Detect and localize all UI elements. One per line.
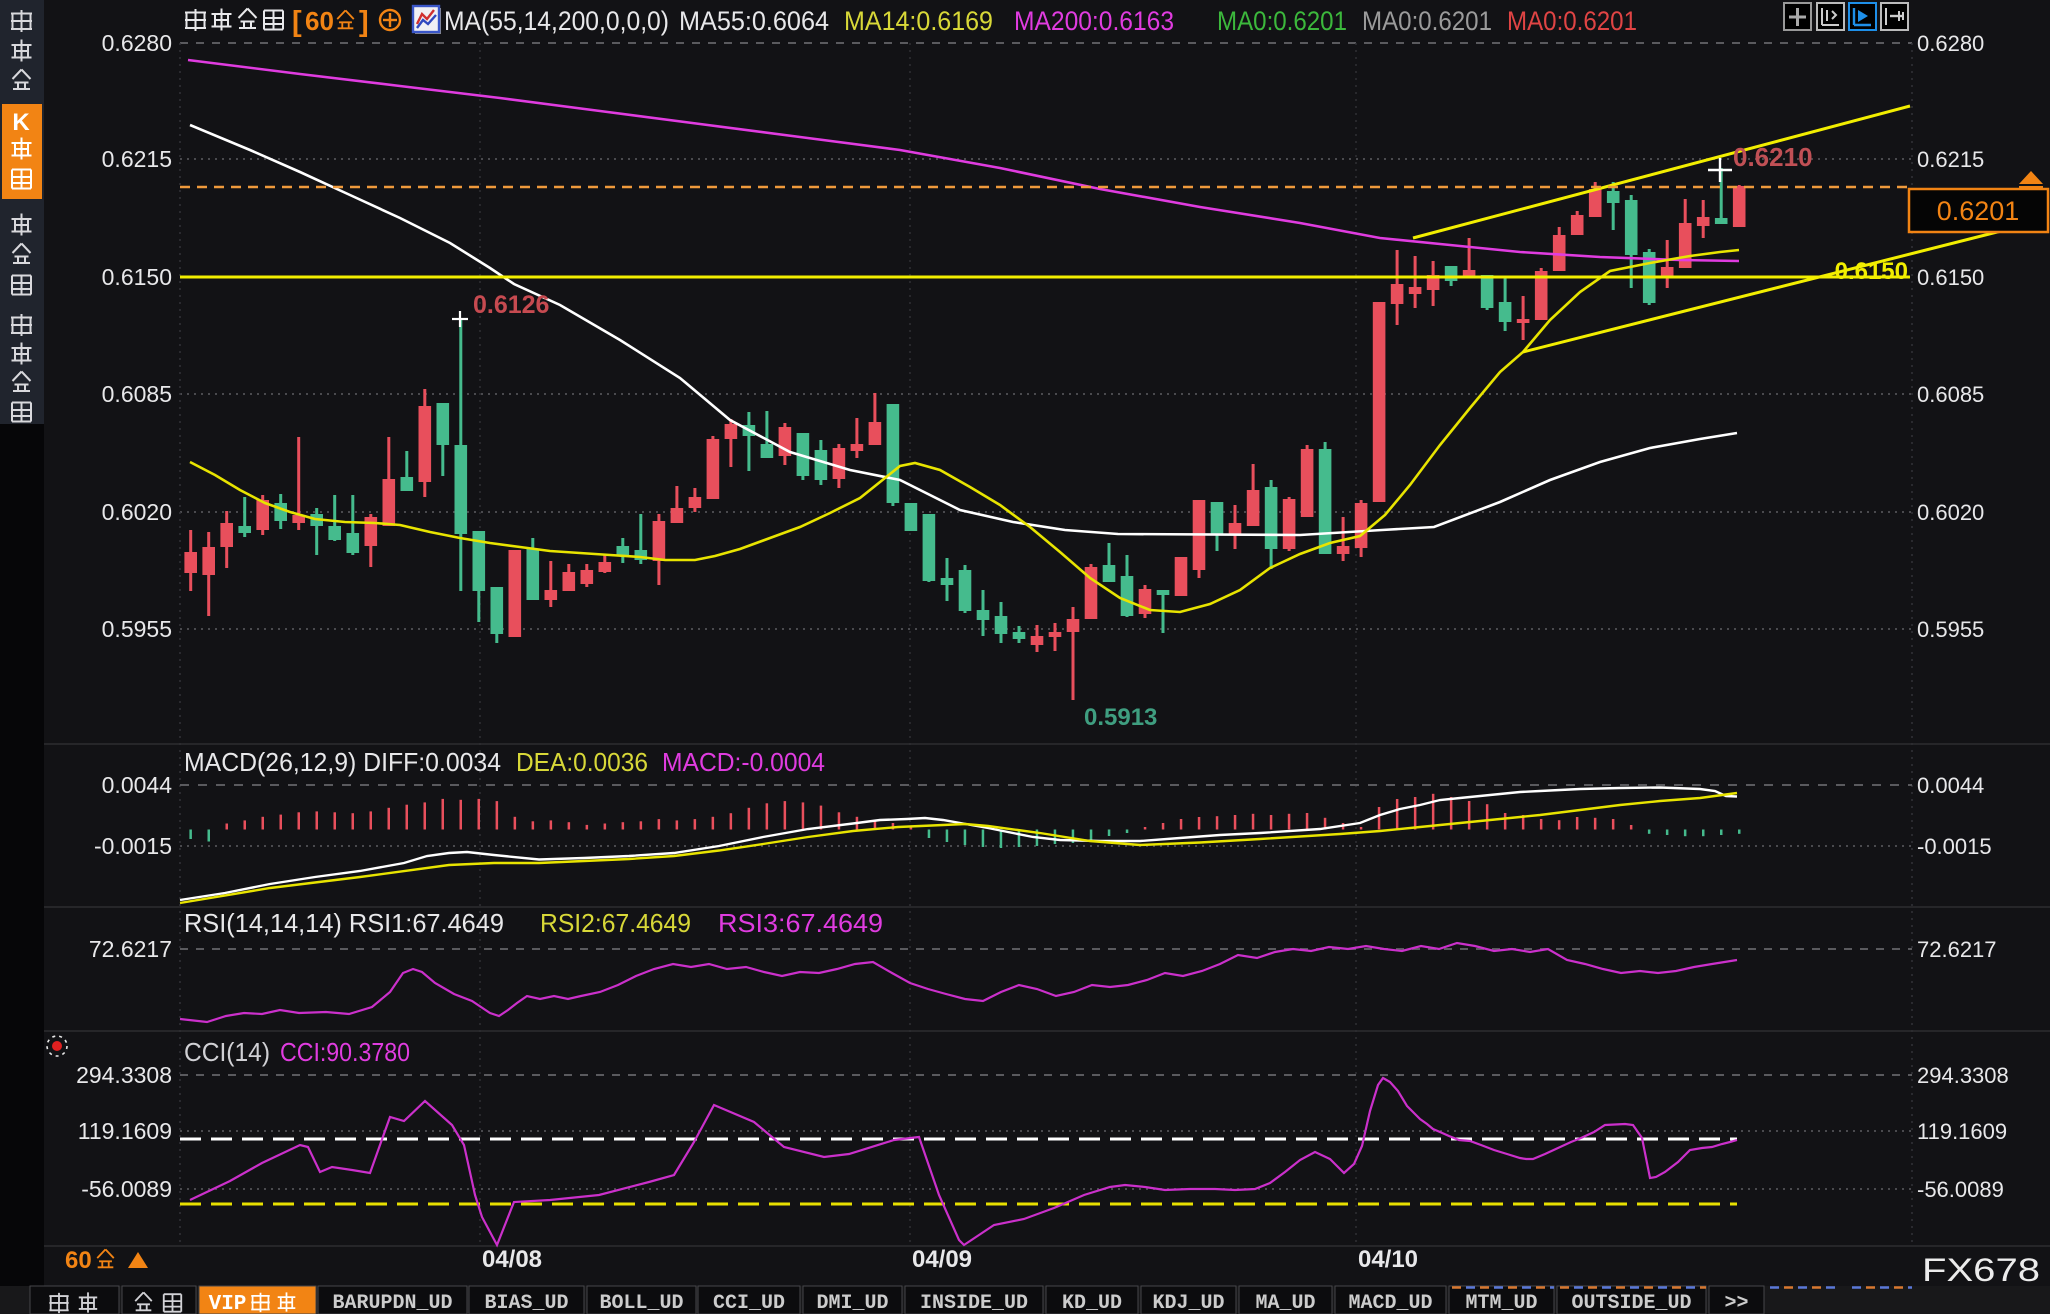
svg-text:0.6280: 0.6280	[1917, 31, 1984, 56]
svg-text:-56.0089: -56.0089	[81, 1176, 172, 1202]
svg-text:0.6215: 0.6215	[102, 146, 172, 172]
svg-text:60: 60	[305, 6, 334, 36]
svg-text:0.6201: 0.6201	[1937, 196, 2020, 226]
svg-text:DEA:0.0036: DEA:0.0036	[516, 747, 648, 777]
svg-text:0.6150: 0.6150	[1917, 265, 1984, 290]
svg-text:DMI_UD: DMI_UD	[816, 1292, 888, 1314]
svg-text:OUTSIDE_UD: OUTSIDE_UD	[1571, 1292, 1691, 1314]
svg-text:>>: >>	[1724, 1292, 1748, 1314]
svg-text:0.6085: 0.6085	[1917, 382, 1984, 407]
svg-text:119.1609: 119.1609	[78, 1118, 172, 1144]
svg-text:0.6150: 0.6150	[102, 264, 172, 290]
svg-text:MA200:0.6163: MA200:0.6163	[1014, 6, 1174, 36]
svg-text:72.6217: 72.6217	[89, 936, 172, 962]
svg-text:K: K	[12, 109, 30, 136]
svg-text:CCI(14): CCI(14)	[184, 1037, 270, 1067]
svg-text:CCI:90.3780: CCI:90.3780	[280, 1037, 410, 1067]
svg-text:INSIDE_UD: INSIDE_UD	[920, 1292, 1028, 1314]
svg-text:MACD_UD: MACD_UD	[1348, 1292, 1432, 1314]
svg-text:0.5913: 0.5913	[1084, 704, 1157, 731]
svg-text:0.5955: 0.5955	[102, 616, 172, 642]
svg-text:[: [	[292, 6, 302, 38]
svg-text:0.6020: 0.6020	[1917, 500, 1984, 525]
svg-text:RSI(14,14,14) RSI1:67.4649: RSI(14,14,14) RSI1:67.4649	[184, 908, 504, 938]
svg-text:0.6085: 0.6085	[102, 381, 172, 407]
svg-text:BARUPDN_UD: BARUPDN_UD	[332, 1292, 452, 1314]
svg-text:0.0044: 0.0044	[102, 772, 173, 798]
svg-text:60: 60	[65, 1247, 92, 1274]
svg-text:MACD(26,12,9) DIFF:0.0034: MACD(26,12,9) DIFF:0.0034	[184, 747, 501, 777]
svg-text:KD_UD: KD_UD	[1062, 1292, 1122, 1314]
svg-text:KDJ_UD: KDJ_UD	[1152, 1292, 1224, 1314]
svg-text:-56.0089: -56.0089	[1917, 1177, 2004, 1202]
svg-text:RSI2:67.4649: RSI2:67.4649	[540, 908, 691, 938]
svg-text:04/09: 04/09	[912, 1246, 972, 1273]
svg-text:294.3308: 294.3308	[76, 1062, 172, 1088]
svg-text:0.5955: 0.5955	[1917, 617, 1984, 642]
svg-text:BIAS_UD: BIAS_UD	[484, 1292, 568, 1314]
svg-text:CCI_UD: CCI_UD	[713, 1292, 785, 1314]
svg-text:0.6210: 0.6210	[1733, 142, 1813, 172]
svg-text:MACD:-0.0004: MACD:-0.0004	[662, 747, 825, 777]
svg-text:MA(55,14,200,0,0,0): MA(55,14,200,0,0,0)	[444, 6, 669, 36]
svg-text:0.0044: 0.0044	[1917, 773, 1984, 798]
svg-text:MA_UD: MA_UD	[1255, 1292, 1315, 1314]
svg-text:0.6150: 0.6150	[1835, 258, 1908, 285]
svg-text:72.6217: 72.6217	[1917, 937, 1997, 962]
svg-text:MA0:0.6201: MA0:0.6201	[1507, 6, 1637, 36]
svg-text:RSI3:67.4649: RSI3:67.4649	[718, 908, 883, 938]
svg-text:MTM_UD: MTM_UD	[1465, 1292, 1537, 1314]
svg-text:0.6020: 0.6020	[102, 499, 172, 525]
svg-text:MA0:0.6201: MA0:0.6201	[1362, 6, 1492, 36]
svg-text:294.3308: 294.3308	[1917, 1063, 2009, 1088]
svg-text:]: ]	[359, 6, 369, 38]
svg-text:04/08: 04/08	[482, 1246, 542, 1273]
svg-text:MA55:0.6064: MA55:0.6064	[679, 6, 829, 36]
svg-text:MA0:0.6201: MA0:0.6201	[1217, 6, 1347, 36]
svg-text:-0.0015: -0.0015	[1917, 834, 1992, 859]
svg-text:119.1609: 119.1609	[1917, 1119, 2007, 1144]
svg-text:0.6126: 0.6126	[473, 291, 549, 319]
svg-text:MA14:0.6169: MA14:0.6169	[844, 6, 993, 36]
svg-text:0.6215: 0.6215	[1917, 147, 1984, 172]
svg-text:04/10: 04/10	[1358, 1246, 1418, 1273]
svg-text:VIP: VIP	[209, 1293, 247, 1314]
svg-text:0.6280: 0.6280	[102, 30, 172, 56]
svg-text:FX678: FX678	[1922, 1252, 2040, 1288]
svg-text:BOLL_UD: BOLL_UD	[599, 1292, 683, 1314]
svg-text:-0.0015: -0.0015	[94, 833, 172, 859]
